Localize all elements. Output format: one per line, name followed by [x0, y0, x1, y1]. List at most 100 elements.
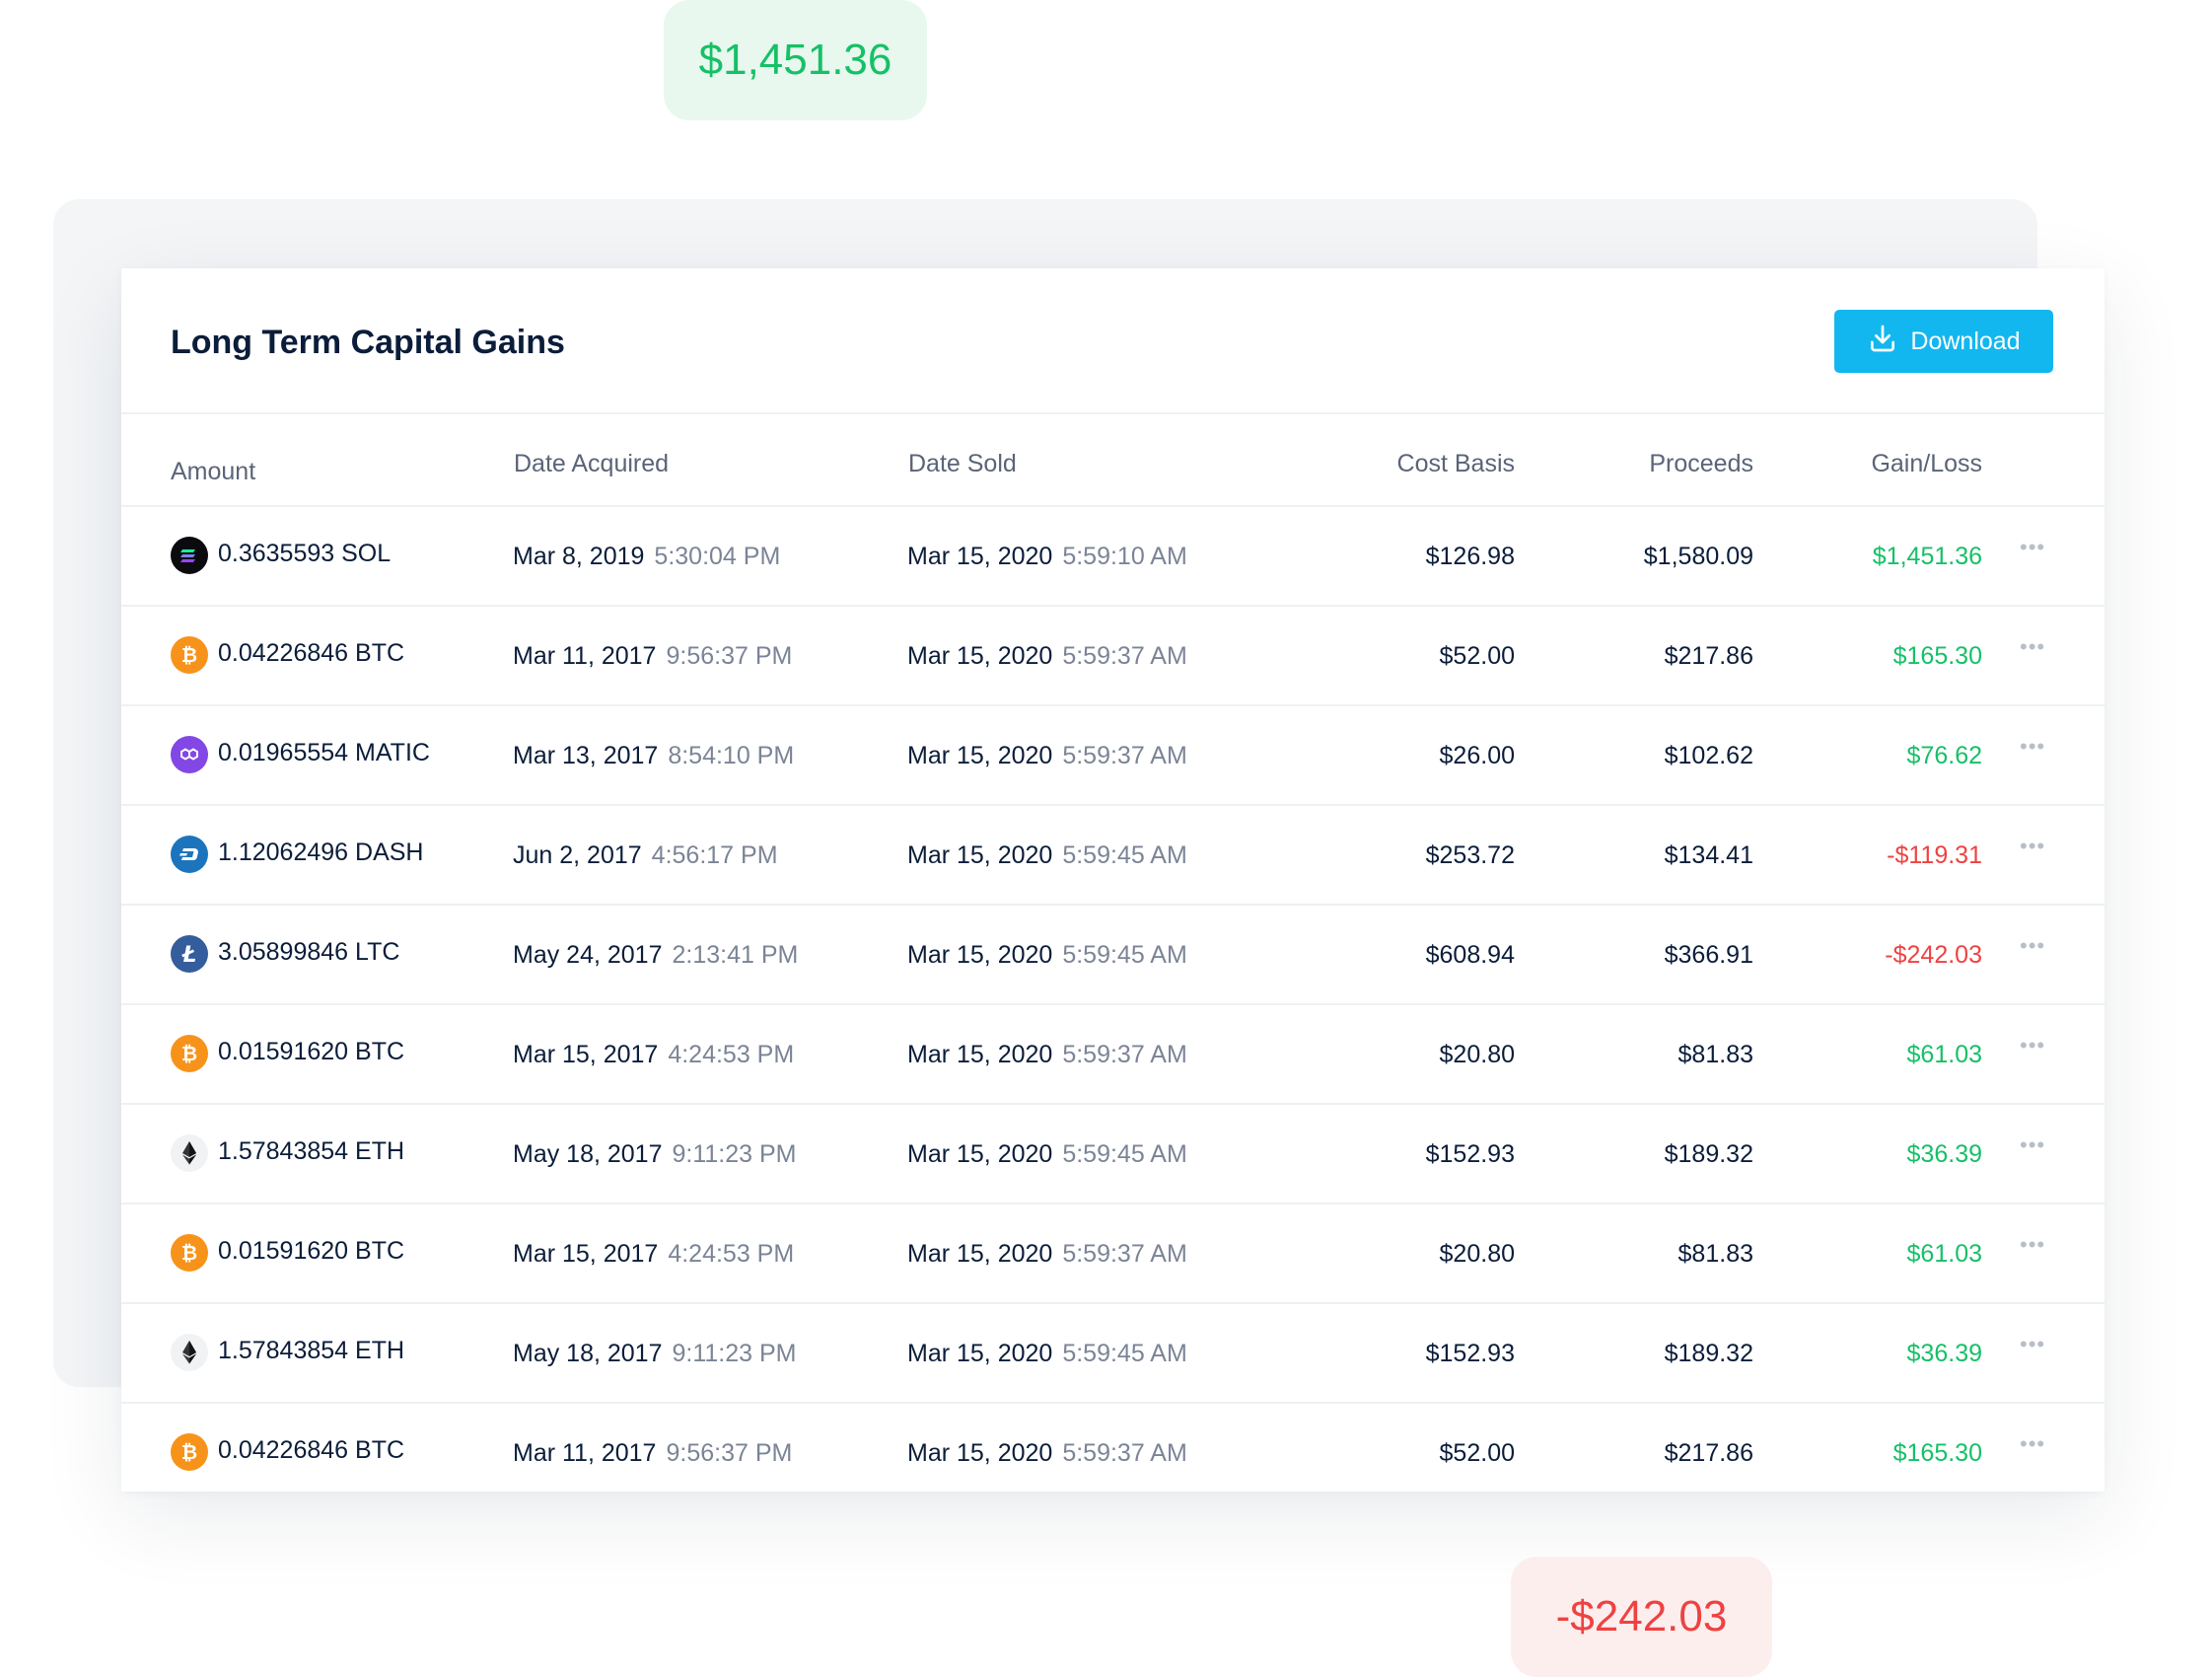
table-row[interactable]: ₿ 0.04226846 BTC Mar 11, 2017 9:56:37 PM Mar… — [121, 1404, 2105, 1501]
proceeds-cell: $217.86 — [1664, 642, 1753, 670]
table-row[interactable]: ₿ 0.01591620 BTC Mar 15, 2017 4:24:53 PM Mar… — [121, 1204, 2105, 1304]
date-sold-date: Mar 15, 2020 — [907, 841, 1053, 869]
date-sold-date: Mar 15, 2020 — [907, 1140, 1053, 1168]
date-acquired-cell: May 18, 2017 9:11:23 PM — [513, 1140, 797, 1169]
date-acquired-date: May 18, 2017 — [513, 1340, 663, 1367]
table-row[interactable]: ₿ 0.01591620 BTC Mar 15, 2017 4:24:53 PM Mar… — [121, 1005, 2105, 1105]
bitcoin-icon: ₿ — [171, 636, 208, 674]
proceeds-cell: $134.41 — [1664, 841, 1753, 869]
cost-basis-cell: $26.00 — [1439, 742, 1515, 769]
table-row[interactable]: 1.57843854 ETH May 18, 2017 9:11:23 PM Mar … — [121, 1304, 2105, 1404]
proceeds-cell: $81.83 — [1677, 1240, 1753, 1268]
more-options-icon[interactable]: ••• — [2020, 535, 2046, 559]
date-acquired-cell: Jun 2, 2017 4:56:17 PM — [513, 841, 778, 870]
date-sold-cell: Mar 15, 2020 5:59:45 AM — [907, 841, 1187, 870]
proceeds-cell: $217.86 — [1664, 1439, 1753, 1467]
more-options-icon[interactable]: ••• — [2020, 1332, 2046, 1356]
amount-cell: 0.04226846 BTC — [218, 639, 405, 667]
date-sold-time: 5:59:10 AM — [1062, 543, 1187, 570]
ethereum-icon — [171, 1134, 208, 1172]
table-header: Amount Date Acquired Date Sold Cost Basi… — [121, 414, 2105, 507]
more-options-icon[interactable]: ••• — [2020, 734, 2046, 759]
date-sold-cell: Mar 15, 2020 5:59:37 AM — [907, 1240, 1187, 1269]
cost-basis-cell: $52.00 — [1439, 642, 1515, 670]
svg-text:₿: ₿ — [181, 1042, 197, 1065]
date-sold-cell: Mar 15, 2020 5:59:37 AM — [907, 742, 1187, 770]
date-sold-date: Mar 15, 2020 — [907, 1340, 1053, 1367]
proceeds-cell: $189.32 — [1664, 1340, 1753, 1367]
cost-basis-cell: $126.98 — [1425, 543, 1515, 570]
date-acquired-time: 2:13:41 PM — [672, 941, 799, 969]
date-acquired-time: 9:11:23 PM — [672, 1340, 797, 1367]
date-sold-time: 5:59:37 AM — [1062, 1041, 1187, 1068]
date-acquired-date: Mar 13, 2017 — [513, 742, 659, 769]
svg-text:₿: ₿ — [181, 1241, 197, 1265]
date-acquired-date: May 24, 2017 — [513, 941, 663, 969]
date-sold-cell: Mar 15, 2020 5:59:37 AM — [907, 1439, 1187, 1468]
date-sold-cell: Mar 15, 2020 5:59:37 AM — [907, 1041, 1187, 1069]
download-button[interactable]: Download — [1834, 310, 2053, 373]
column-header-cost-basis[interactable]: Cost Basis — [1396, 450, 1515, 477]
dash-icon — [171, 836, 208, 873]
date-sold-time: 5:59:37 AM — [1062, 1439, 1187, 1467]
date-acquired-time: 4:24:53 PM — [668, 1041, 795, 1068]
download-icon — [1867, 323, 1898, 361]
page-title: Long Term Capital Gains — [171, 324, 565, 361]
download-label: Download — [1910, 327, 2021, 355]
table-row[interactable]: ₿ 0.04226846 BTC Mar 11, 2017 9:56:37 PM Mar… — [121, 607, 2105, 706]
column-header-date-sold[interactable]: Date Sold — [908, 450, 1017, 477]
loss-highlight-badge: -$242.03 — [1511, 1557, 1772, 1677]
date-acquired-date: Mar 11, 2017 — [513, 642, 657, 670]
more-options-icon[interactable]: ••• — [2020, 1132, 2046, 1157]
date-sold-time: 5:59:45 AM — [1062, 841, 1187, 869]
date-sold-time: 5:59:37 AM — [1062, 742, 1187, 769]
cost-basis-cell: $253.72 — [1425, 841, 1515, 869]
date-acquired-cell: Mar 15, 2017 4:24:53 PM — [513, 1240, 794, 1269]
cost-basis-cell: $608.94 — [1425, 941, 1515, 969]
more-options-icon[interactable]: ••• — [2020, 933, 2046, 958]
amount-cell: 3.05899846 LTC — [218, 938, 400, 966]
capital-gains-card: Long Term Capital Gains Download Amount … — [121, 268, 2105, 1492]
column-header-amount[interactable]: Amount — [171, 458, 256, 485]
date-sold-cell: Mar 15, 2020 5:59:37 AM — [907, 642, 1187, 671]
table-row[interactable]: 1.12062496 DASH Jun 2, 2017 4:56:17 PM Mar … — [121, 806, 2105, 906]
amount-cell: 0.01965554 MATIC — [218, 739, 430, 766]
date-sold-time: 5:59:37 AM — [1062, 1240, 1187, 1268]
date-acquired-time: 5:30:04 PM — [654, 543, 781, 570]
table-row[interactable]: Ł 3.05899846 LTC May 24, 2017 2:13:41 PM Mar… — [121, 906, 2105, 1005]
date-sold-date: Mar 15, 2020 — [907, 543, 1053, 570]
more-options-icon[interactable]: ••• — [2020, 1033, 2046, 1057]
gain-loss-cell: $61.03 — [1906, 1041, 1982, 1068]
date-acquired-cell: Mar 15, 2017 4:24:53 PM — [513, 1041, 794, 1069]
more-options-icon[interactable]: ••• — [2020, 634, 2046, 659]
column-header-gain-loss[interactable]: Gain/Loss — [1871, 450, 1982, 477]
more-options-icon[interactable]: ••• — [2020, 1232, 2046, 1257]
litecoin-icon: Ł — [171, 935, 208, 973]
date-acquired-time: 9:11:23 PM — [672, 1140, 797, 1168]
proceeds-cell: $366.91 — [1664, 941, 1753, 969]
amount-cell: 0.3635593 SOL — [218, 540, 392, 567]
more-options-icon[interactable]: ••• — [2020, 834, 2046, 858]
amount-cell: 1.57843854 ETH — [218, 1137, 405, 1165]
column-header-date-acquired[interactable]: Date Acquired — [514, 450, 670, 477]
date-acquired-date: May 18, 2017 — [513, 1140, 663, 1168]
more-options-icon[interactable]: ••• — [2020, 1431, 2046, 1456]
proceeds-cell: $81.83 — [1677, 1041, 1753, 1068]
table-row[interactable]: 0.01965554 MATIC Mar 13, 2017 8:54:10 PM Ma… — [121, 706, 2105, 806]
cost-basis-cell: $52.00 — [1439, 1439, 1515, 1467]
amount-cell: 0.01591620 BTC — [218, 1038, 405, 1065]
cost-basis-cell: $152.93 — [1425, 1340, 1515, 1367]
column-header-proceeds[interactable]: Proceeds — [1649, 450, 1753, 477]
date-sold-date: Mar 15, 2020 — [907, 941, 1053, 969]
table-row[interactable]: 0.3635593 SOL Mar 8, 2019 5:30:04 PM Mar 15… — [121, 507, 2105, 607]
table-row[interactable]: 1.57843854 ETH May 18, 2017 9:11:23 PM Mar … — [121, 1105, 2105, 1204]
ethereum-icon — [171, 1334, 208, 1371]
date-acquired-cell: Mar 8, 2019 5:30:04 PM — [513, 543, 780, 571]
date-sold-date: Mar 15, 2020 — [907, 1240, 1053, 1268]
bitcoin-icon: ₿ — [171, 1035, 208, 1072]
date-acquired-date: Mar 11, 2017 — [513, 1439, 657, 1467]
gain-loss-cell: $165.30 — [1892, 642, 1982, 670]
svg-text:₿: ₿ — [181, 643, 197, 667]
card-header: Long Term Capital Gains Download — [121, 268, 2105, 414]
date-acquired-cell: May 18, 2017 9:11:23 PM — [513, 1340, 797, 1368]
